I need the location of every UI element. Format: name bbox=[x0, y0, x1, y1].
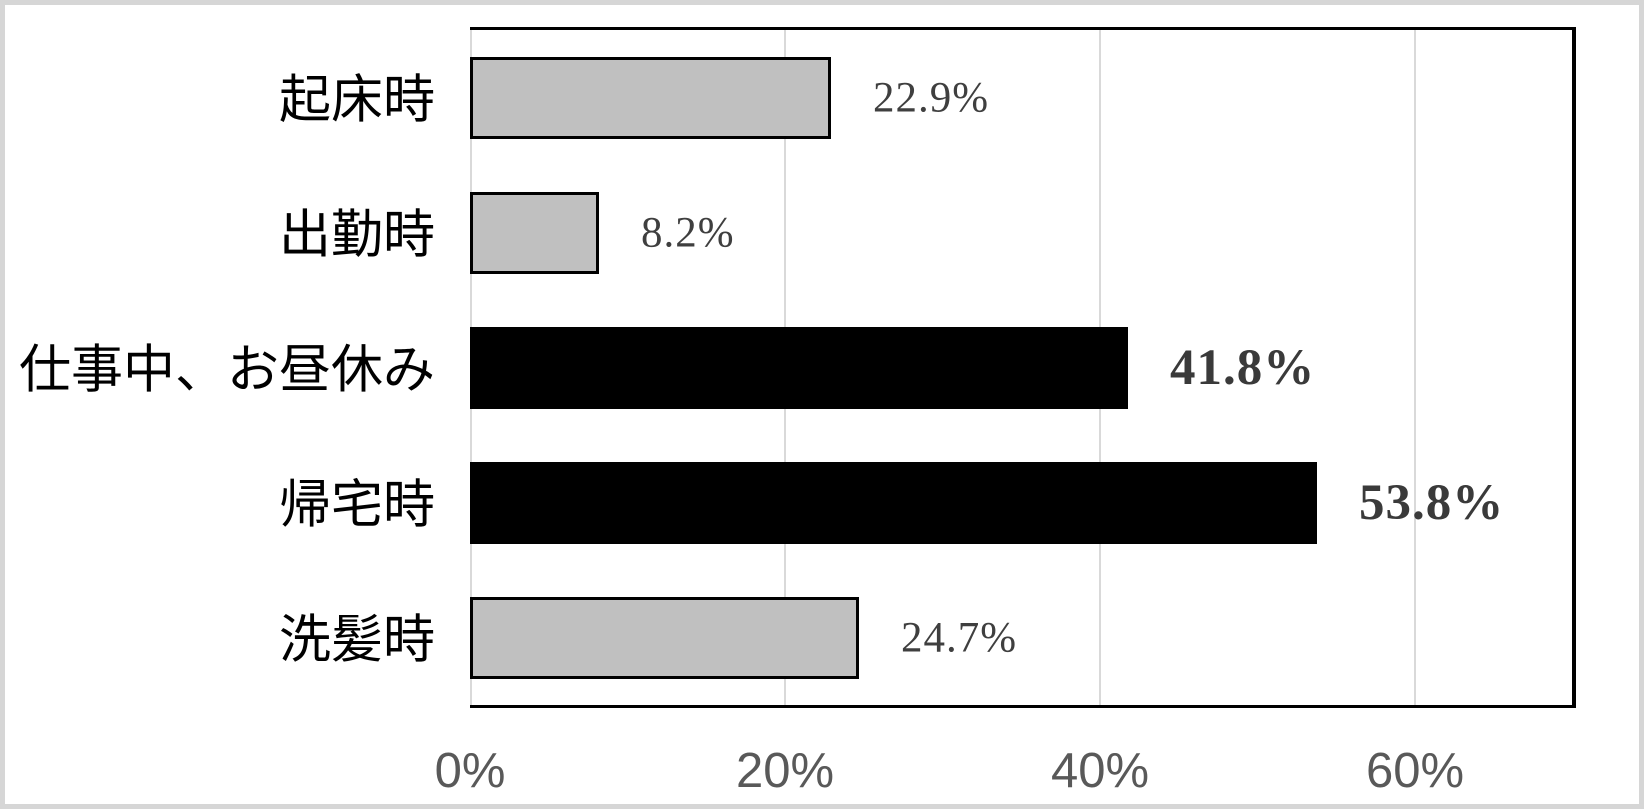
bar-2 bbox=[470, 327, 1128, 409]
value-label-2: 41.8% bbox=[1170, 340, 1316, 396]
category-label-4: 洗髪時 bbox=[278, 612, 435, 670]
bar-1 bbox=[470, 192, 599, 274]
value-label-1: 8.2% bbox=[641, 209, 735, 257]
value-label-3: 53.8% bbox=[1359, 475, 1505, 531]
tick-label-60pct: 60% bbox=[1365, 744, 1465, 798]
tick-label-40pct: 40% bbox=[1050, 744, 1150, 798]
category-axis: 起床時出勤時仕事中、お昼休み帰宅時洗髪時 bbox=[5, 27, 435, 702]
value-label-0: 22.9% bbox=[873, 74, 990, 122]
category-label-2: 仕事中、お昼休み bbox=[18, 342, 435, 400]
tick-label-20pct: 20% bbox=[735, 744, 835, 798]
category-label-0: 起床時 bbox=[278, 72, 435, 130]
bar-3 bbox=[470, 462, 1317, 544]
plot-area: 22.9% 8.2% 41.8% 53.8% 24.7% bbox=[470, 27, 1576, 708]
gridline-60pct bbox=[1414, 30, 1416, 705]
tick-label-0pct: 0% bbox=[434, 744, 506, 798]
bar-0 bbox=[470, 57, 831, 139]
category-label-1: 出勤時 bbox=[278, 207, 435, 265]
x-axis: 0% 20% 40% 60% bbox=[5, 743, 1639, 799]
value-label-4: 24.7% bbox=[901, 614, 1018, 662]
category-label-3: 帰宅時 bbox=[278, 477, 435, 535]
bar-4 bbox=[470, 597, 859, 679]
